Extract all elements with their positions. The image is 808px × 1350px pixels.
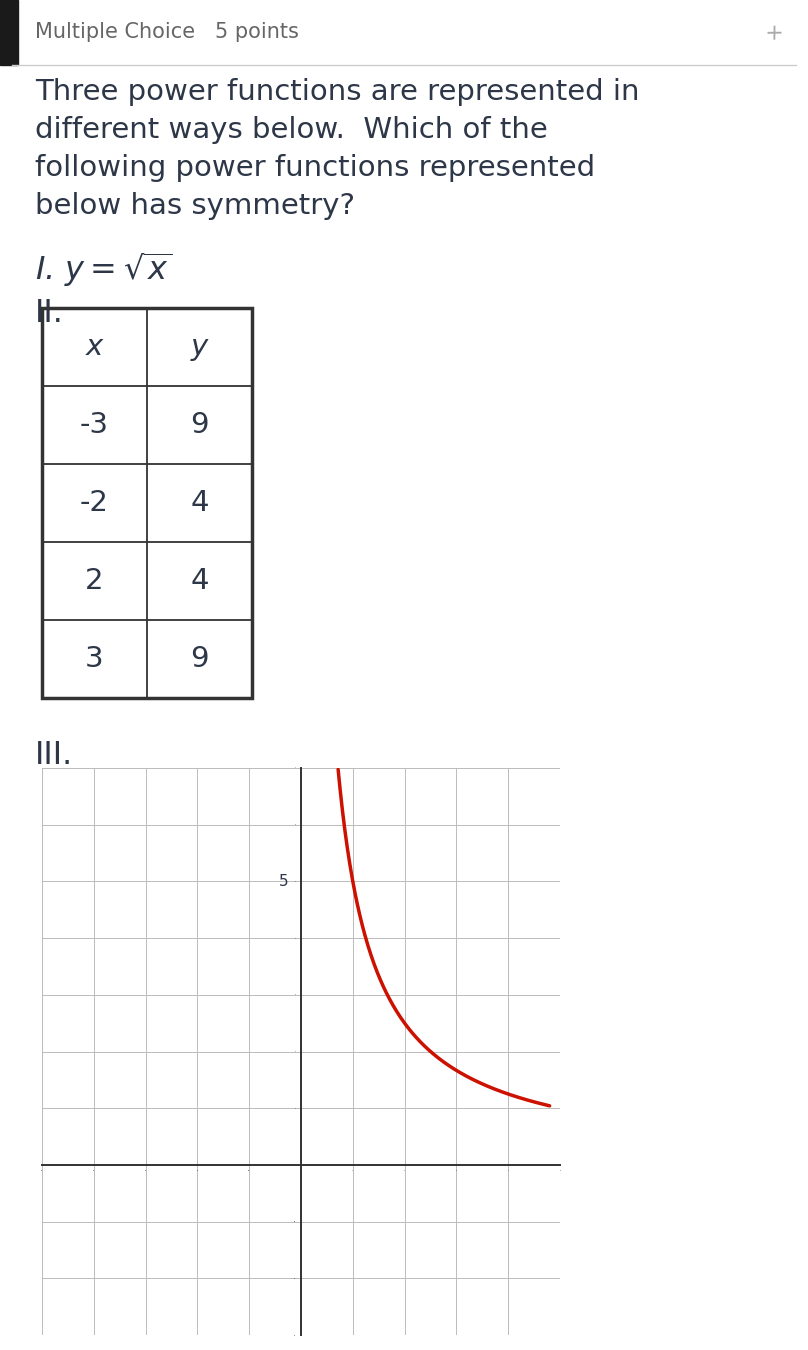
- Text: 4: 4: [190, 489, 208, 517]
- Text: -3: -3: [80, 410, 109, 439]
- Text: 9: 9: [190, 645, 208, 674]
- Text: 5: 5: [279, 873, 288, 888]
- Text: Three power functions are represented in
different ways below.  Which of the
fol: Three power functions are represented in…: [35, 78, 639, 220]
- Text: 2: 2: [86, 567, 103, 595]
- Text: I. $y = \sqrt{x}$: I. $y = \sqrt{x}$: [35, 250, 172, 289]
- Text: -2: -2: [80, 489, 109, 517]
- Text: 4: 4: [190, 567, 208, 595]
- Text: III.: III.: [35, 740, 74, 771]
- Text: II.: II.: [35, 298, 64, 329]
- Text: Multiple Choice   5 points: Multiple Choice 5 points: [35, 23, 299, 42]
- Text: ✕: ✕: [763, 20, 788, 45]
- Text: 3: 3: [85, 645, 103, 674]
- Text: 9: 9: [190, 410, 208, 439]
- Bar: [0, 0, 18, 65]
- Text: x: x: [86, 333, 103, 360]
- Bar: [42, 308, 252, 698]
- Text: y: y: [191, 333, 208, 360]
